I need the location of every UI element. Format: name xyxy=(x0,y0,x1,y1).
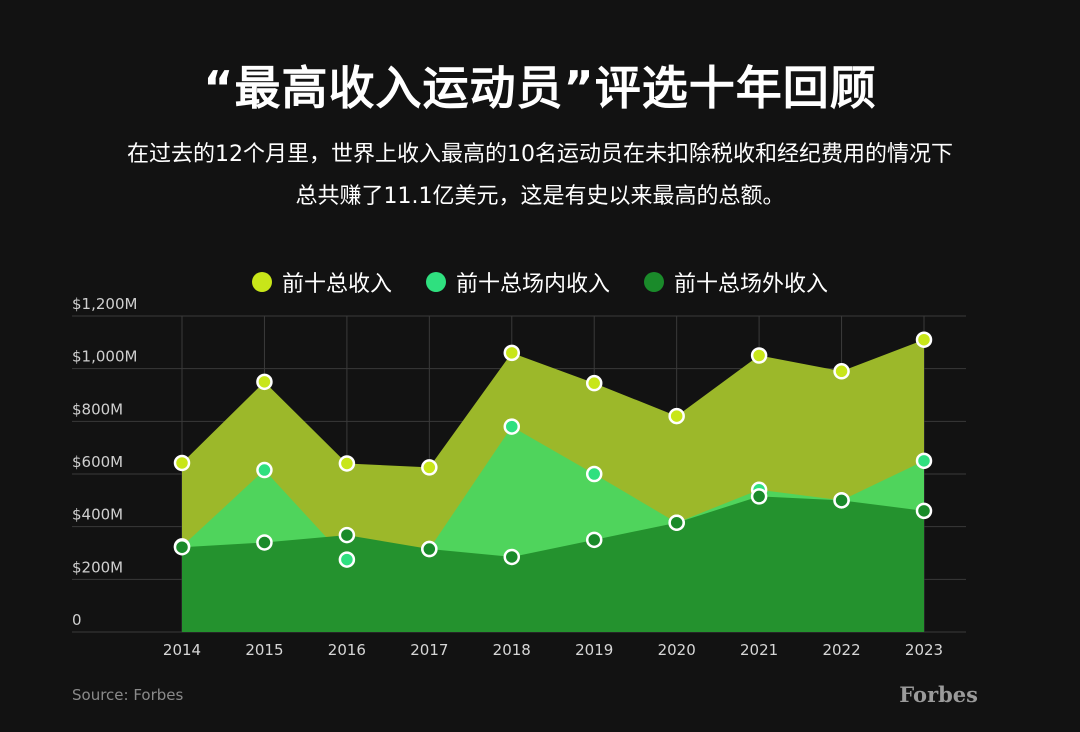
point-total-earnings xyxy=(585,374,603,392)
point-total-earnings xyxy=(668,407,685,425)
chart-title: “最高收入运动员”评选十年回顾 xyxy=(203,61,877,115)
y-tick-label: $1,000M xyxy=(72,348,137,366)
area-off-field-earnings xyxy=(182,496,924,632)
point-off-field-earnings xyxy=(173,538,191,556)
point-off-field-earnings xyxy=(750,488,768,505)
point-on-field-earnings xyxy=(338,551,356,568)
point-on-field-earnings xyxy=(915,452,933,470)
legend-item-total: 前十总收入 xyxy=(251,266,392,298)
point-total-earnings xyxy=(750,347,768,364)
legend-dot-off-field xyxy=(644,272,664,292)
point-total-earnings xyxy=(833,363,850,380)
x-tick-label: 2022 xyxy=(822,641,860,659)
point-off-field-earnings xyxy=(256,534,273,551)
point-off-field-earnings xyxy=(503,548,521,566)
point-total-earnings xyxy=(173,454,191,472)
point-off-field-earnings xyxy=(915,502,933,520)
x-tick-label: 2021 xyxy=(740,641,778,659)
point-off-field-earnings xyxy=(585,531,603,549)
x-tick-label: 2020 xyxy=(658,641,696,659)
point-total-earnings xyxy=(503,344,521,362)
y-tick-label: $200M xyxy=(72,558,123,576)
x-tick-label: 2017 xyxy=(410,641,448,659)
y-tick-label: $800M xyxy=(72,400,123,418)
x-tick-label: 2018 xyxy=(493,641,531,659)
point-off-field-earnings xyxy=(338,526,356,544)
legend-item-on-field: 前十总场内收入 xyxy=(425,266,610,298)
point-total-earnings xyxy=(338,455,356,472)
point-on-field-earnings xyxy=(503,418,521,435)
point-total-earnings xyxy=(915,331,933,348)
x-tick-label: 2019 xyxy=(575,641,613,659)
point-total-earnings xyxy=(421,459,438,476)
legend-dot-on-field xyxy=(425,272,446,292)
source-note: Source: Forbes xyxy=(72,686,184,704)
y-tick-label: $1,200M xyxy=(72,295,137,313)
legend-label-off-field: 前十总场外收入 xyxy=(674,272,829,297)
legend-label-on-field: 前十总场内收入 xyxy=(455,272,610,297)
point-off-field-earnings xyxy=(668,514,685,531)
point-on-field-earnings xyxy=(585,465,603,483)
point-total-earnings xyxy=(256,373,273,391)
x-tick-label: 2015 xyxy=(245,641,283,659)
x-tick-label: 2016 xyxy=(328,641,366,659)
x-tick-label: 2023 xyxy=(905,641,943,659)
legend: 前十总收入 前十总场内收入 前十总场外收入 xyxy=(0,266,1080,298)
legend-item-off-field: 前十总场外收入 xyxy=(644,266,828,298)
chart-subtitle: 在过去的12个月里，世界上收入最高的10名运动员在未扣除税收和经纪费用的情况下 … xyxy=(0,134,1080,218)
forbes-logo: Forbes xyxy=(899,682,978,707)
point-off-field-earnings xyxy=(421,540,438,558)
legend-dot-total xyxy=(251,272,272,292)
x-tick-label: 2014 xyxy=(163,641,201,659)
subtitle-line-1: 在过去的12个月里，世界上收入最高的10名运动员在未扣除税收和经纪费用的情况下 xyxy=(127,142,953,167)
y-tick-label: $400M xyxy=(72,506,123,524)
point-on-field-earnings xyxy=(256,461,273,479)
y-tick-label: 0 xyxy=(72,611,82,629)
legend-label-total: 前十总收入 xyxy=(281,272,392,297)
point-off-field-earnings xyxy=(833,492,850,509)
subtitle-line-2: 总共赚了11.1亿美元，这是有史以来最高的总额。 xyxy=(295,184,785,209)
y-tick-label: $600M xyxy=(72,453,123,471)
